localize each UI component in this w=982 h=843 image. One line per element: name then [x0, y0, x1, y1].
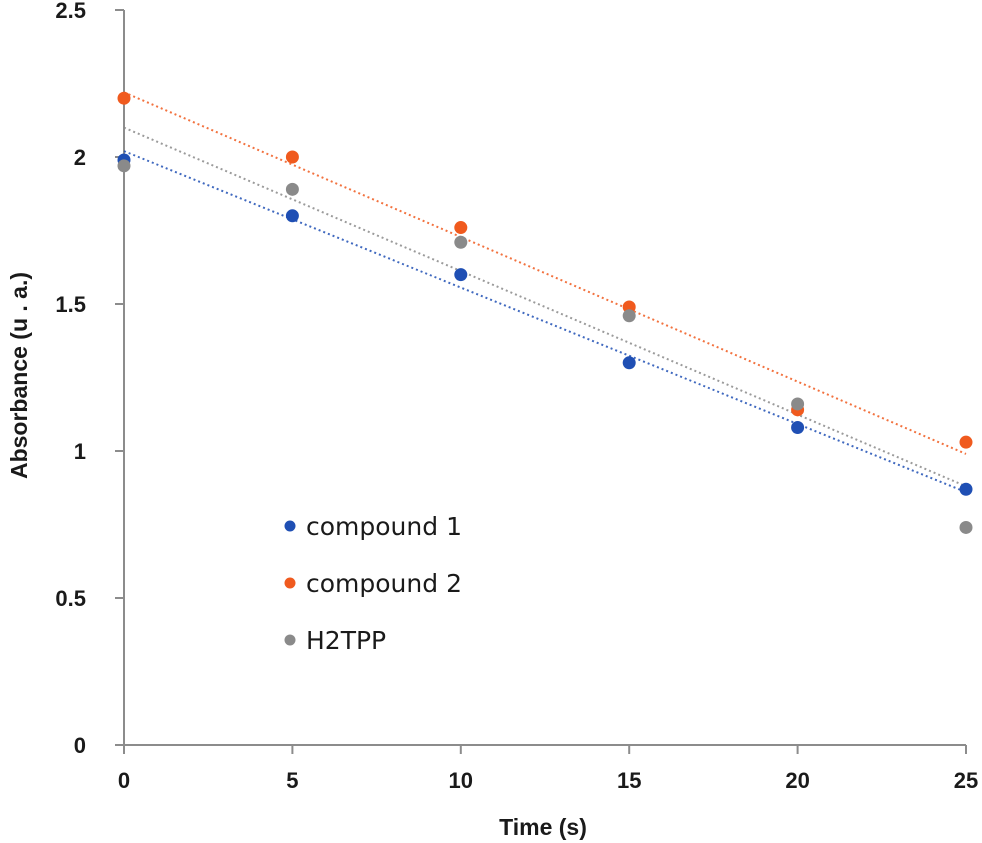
y-tick-label: 1	[74, 439, 86, 464]
data-point	[622, 356, 636, 370]
data-point	[285, 209, 299, 223]
y-tick-label: 1.5	[55, 292, 86, 317]
x-tick-label: 5	[286, 768, 298, 793]
data-points	[117, 91, 973, 534]
data-point	[454, 268, 468, 282]
data-point	[791, 420, 805, 434]
data-point	[959, 435, 973, 449]
legend-label: compound 1	[306, 512, 462, 541]
y-tick-label: 0.5	[55, 586, 86, 611]
legend-marker	[284, 577, 296, 589]
trendlines	[123, 91, 967, 494]
y-tick-label: 0	[74, 733, 86, 758]
legend-marker	[284, 634, 296, 646]
y-tick-label: 2	[74, 145, 86, 170]
data-point	[454, 235, 468, 249]
x-tick-label: 15	[617, 768, 641, 793]
x-tick-label: 0	[118, 768, 130, 793]
data-point	[791, 397, 805, 411]
data-point	[959, 482, 973, 496]
trendline	[123, 126, 967, 488]
x-axis-title: Time (s)	[499, 814, 587, 840]
trendline	[123, 91, 967, 455]
legend-label: H2TPP	[306, 626, 386, 655]
data-point	[117, 91, 131, 105]
x-tick-label: 10	[449, 768, 473, 793]
legend: compound 1 compound 2 H2TPP	[284, 512, 462, 655]
data-point	[285, 150, 299, 164]
trendline	[123, 150, 967, 494]
x-tick-label: 25	[954, 768, 978, 793]
y-axis-title: Absorbance (u . a.)	[6, 272, 32, 479]
y-tick-label: 2.5	[55, 0, 86, 23]
x-tick-label: 20	[785, 768, 809, 793]
axes: 0 0.5 1 1.5 2 2.5 0 5 10 15 20 25	[55, 0, 978, 793]
legend-marker	[284, 520, 296, 532]
legend-label: compound 2	[306, 569, 462, 598]
data-point	[117, 159, 131, 173]
data-point	[454, 221, 468, 235]
data-point	[622, 309, 636, 323]
data-point	[285, 182, 299, 196]
data-point	[959, 520, 973, 534]
